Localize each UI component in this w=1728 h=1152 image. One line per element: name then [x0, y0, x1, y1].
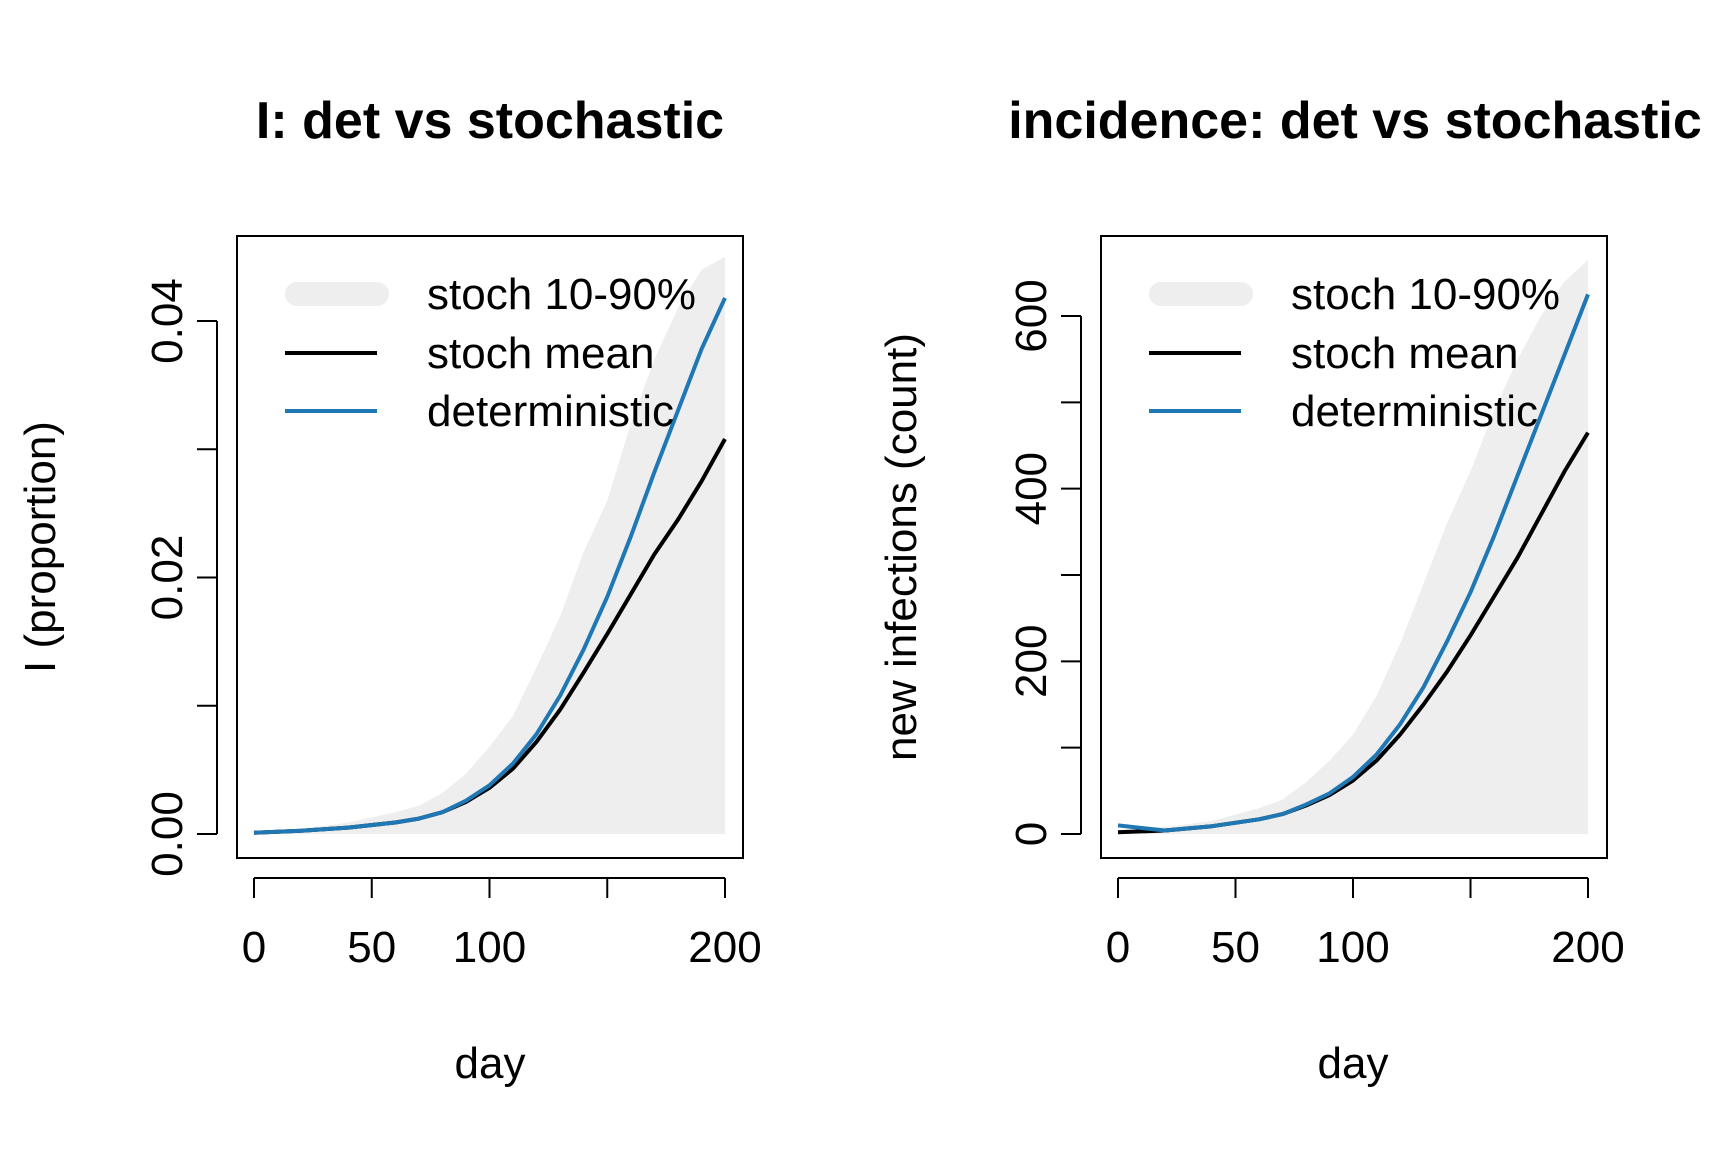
y-tick-label: 0.02 [143, 535, 192, 621]
y-tick-label: 200 [1007, 625, 1056, 698]
legend-label: stoch mean [427, 329, 654, 378]
x-tick-label: 0 [242, 923, 266, 972]
y-tick-label: 0 [1007, 822, 1056, 846]
x-tick-label: 50 [347, 923, 396, 972]
band-stoch-10-90 [1118, 259, 1588, 834]
y-tick-label: 600 [1007, 279, 1056, 352]
panel-incidence-count: incidence: det vs stochastic day new inf… [877, 92, 1702, 1088]
legend-label: deterministic [1291, 387, 1538, 436]
band-stoch-10-90 [254, 256, 725, 834]
legend: stoch 10-90% stoch mean deterministic [285, 270, 696, 436]
x-tick-label: 0 [1106, 923, 1130, 972]
legend: stoch 10-90% stoch mean deterministic [1149, 270, 1560, 436]
y-tick-label: 0.04 [143, 278, 192, 364]
x-tick-label: 200 [1551, 923, 1624, 972]
legend-label: stoch 10-90% [427, 270, 696, 319]
plot-frame [1100, 235, 1608, 859]
legend-label: stoch mean [1291, 329, 1518, 378]
y-axis-label: new infections (count) [877, 333, 926, 761]
x-tick-label: 200 [688, 923, 761, 972]
legend-label: stoch 10-90% [1291, 270, 1560, 319]
y-tick-label: 400 [1007, 452, 1056, 525]
line-deterministic [253, 297, 727, 835]
chart-title: incidence: det vs stochastic [1008, 92, 1702, 150]
x-tick-label: 100 [1316, 923, 1389, 972]
plot-frame [236, 235, 744, 859]
x-axis-label: day [455, 1039, 526, 1088]
legend-label: deterministic [427, 387, 674, 436]
chart-title: I: det vs stochastic [256, 92, 724, 150]
x-axis-label: day [1318, 1039, 1389, 1088]
x-tick-label: 100 [453, 923, 526, 972]
y-axis-label: I (proportion) [16, 421, 65, 673]
panel-infected-proportion: I: det vs stochastic day I (proportion) … [16, 92, 762, 1088]
x-tick-label: 50 [1211, 923, 1260, 972]
y-tick-label: 0.00 [143, 791, 192, 877]
line-deterministic [1117, 293, 1590, 833]
